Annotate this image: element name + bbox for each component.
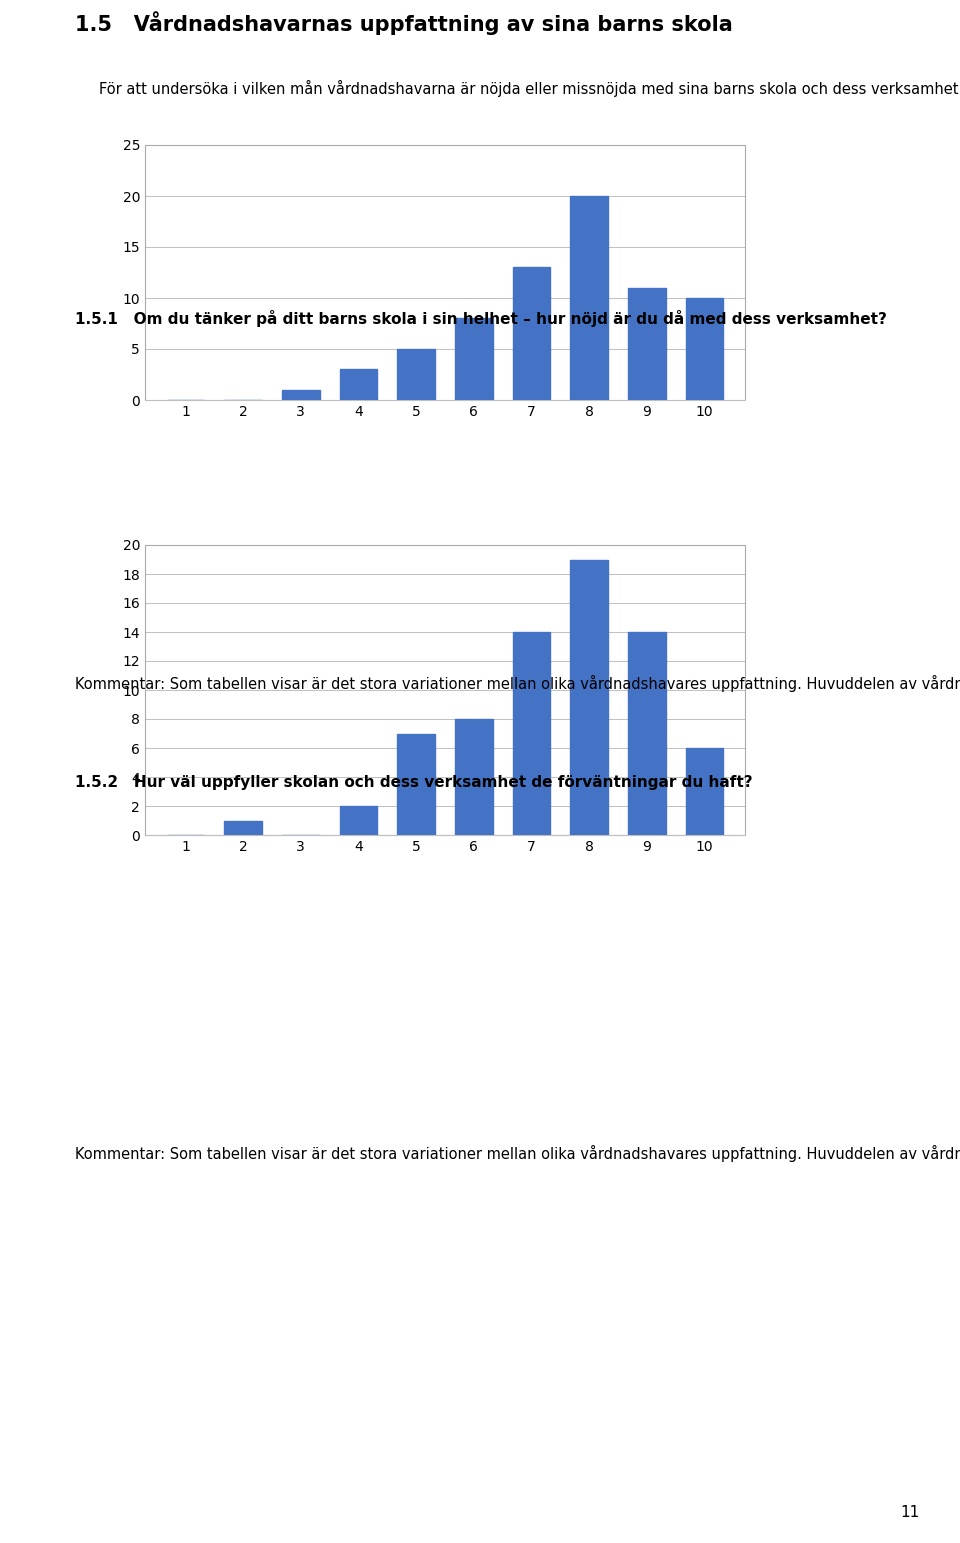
Bar: [397, 733, 435, 835]
Text: Kommentar: Som tabellen visar är det stora variationer mellan olika vårdnadshava: Kommentar: Som tabellen visar är det sto…: [75, 674, 960, 691]
Bar: [455, 719, 492, 835]
Text: Kommentar: Som tabellen visar är det stora variationer mellan olika vårdnadshava: Kommentar: Som tabellen visar är det sto…: [75, 1145, 960, 1162]
Text: 1.5   Vårdnadshavarnas uppfattning av sina barns skola: 1.5 Vårdnadshavarnas uppfattning av sina…: [75, 11, 732, 35]
Bar: [628, 633, 665, 835]
Text: För att undersöka i vilken mån vårdnadshavarna är nöjda eller missnöjda med sina: För att undersöka i vilken mån vårdnadsh…: [99, 80, 960, 97]
Bar: [282, 390, 320, 400]
Bar: [685, 298, 724, 400]
Bar: [513, 633, 550, 835]
Text: 1.5.2   Hur väl uppfyller skolan och dess verksamhet de förväntningar du haft?: 1.5.2 Hur väl uppfyller skolan och dess …: [75, 775, 753, 790]
Bar: [570, 196, 608, 400]
Bar: [513, 267, 550, 400]
Bar: [340, 369, 377, 400]
Text: 1.5.1   Om du tänker på ditt barns skola i sin helhet – hur nöjd är du då med de: 1.5.1 Om du tänker på ditt barns skola i…: [75, 310, 887, 327]
Bar: [570, 560, 608, 835]
Bar: [455, 318, 492, 400]
Bar: [628, 289, 665, 400]
Bar: [225, 821, 262, 835]
Bar: [685, 748, 724, 835]
Bar: [397, 349, 435, 400]
Bar: [340, 805, 377, 835]
Text: 11: 11: [900, 1504, 920, 1520]
